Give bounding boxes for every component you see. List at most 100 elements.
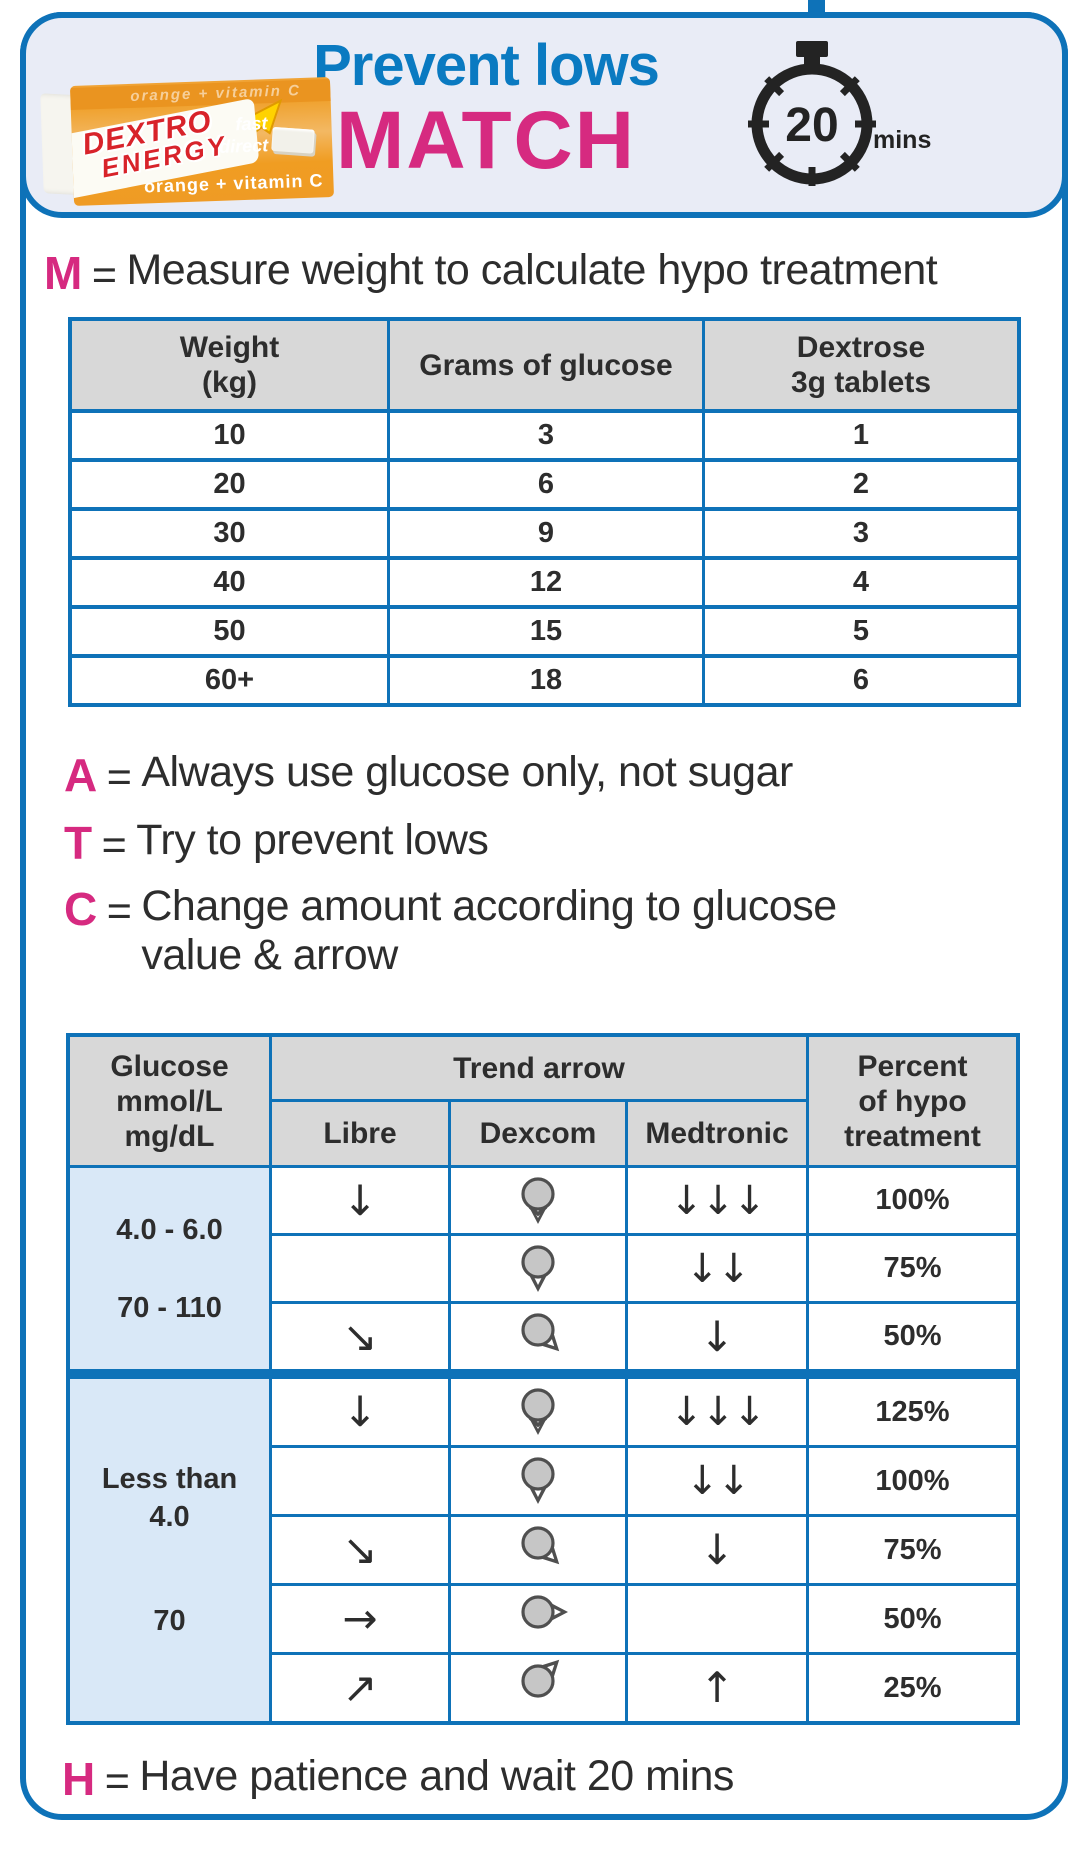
stopwatch-icon: 20 mins bbox=[748, 41, 931, 186]
mnemonic-c-text: Change amount according to glucose value … bbox=[141, 882, 837, 980]
medtronic-arrow-cell: ↓ bbox=[628, 1517, 806, 1583]
page-title: Prevent lows bbox=[313, 33, 660, 98]
glucose-range-group1: 4.0 - 6.0 70 - 110 bbox=[70, 1168, 269, 1369]
glucose-header-line3: mg/dL bbox=[124, 1119, 215, 1153]
table-cell-weight: 10 bbox=[72, 413, 387, 458]
dextrose-header-line2: 3g tablets bbox=[790, 366, 932, 399]
down-arrow: ↓ bbox=[699, 1525, 735, 1574]
percent-cell: 75% bbox=[809, 1517, 1016, 1583]
percent-cell: 50% bbox=[809, 1586, 1016, 1652]
glucose-header-line1: Glucose bbox=[110, 1049, 229, 1083]
down-arrow: ↓ bbox=[699, 1311, 735, 1361]
table-cell-grams: 6 bbox=[390, 462, 702, 507]
table-cell-grams: 3 bbox=[390, 413, 702, 458]
triple-down-arrow: ↓↓↓ bbox=[669, 1389, 767, 1435]
percent-cell: 75% bbox=[809, 1236, 1016, 1301]
percent-cell: 50% bbox=[809, 1304, 1016, 1369]
mnemonic-m-text: Measure weight to calculate hypo treatme… bbox=[126, 246, 938, 294]
glucose-range-mmol-line2: 4.0 bbox=[149, 1501, 190, 1533]
percent-cell: 100% bbox=[809, 1168, 1016, 1233]
percent-cell: 100% bbox=[809, 1448, 1016, 1514]
weight-table-header-weight: Weight (kg) bbox=[72, 321, 387, 409]
mnemonic-h-text: Have patience and wait 20 mins bbox=[139, 1752, 734, 1800]
dexcom-pin-down-icon bbox=[516, 1455, 560, 1507]
dexcom-arrow-cell bbox=[451, 1586, 625, 1652]
trend-arrow-table: Glucose mmol/L mg/dL Trend arrow Percent… bbox=[66, 1033, 1020, 1725]
dexcom-pin-down-fast-icon bbox=[516, 1386, 560, 1438]
libre-arrow-cell: ↗ bbox=[272, 1655, 448, 1721]
mnemonic-c-line: C = Change amount according to glucose valu… bbox=[64, 882, 837, 980]
header-panel: Prevent lows MATCH orange + vitamin C DE… bbox=[20, 12, 1068, 218]
grams-header: Grams of glucose bbox=[419, 348, 673, 382]
dextro-energy-product-image: orange + vitamin C DEXTRO ENERGY fast di… bbox=[40, 73, 335, 211]
dexcom-arrow-cell bbox=[451, 1236, 625, 1301]
dexcom-arrow-cell bbox=[451, 1304, 625, 1369]
table-cell-grams: 18 bbox=[390, 658, 702, 703]
mnemonic-t-letter: T bbox=[64, 817, 92, 869]
glucose-range-mmol-line1: Less than bbox=[101, 1463, 238, 1495]
glucose-range-mgdl: 70 bbox=[153, 1605, 186, 1637]
group-separator-bar bbox=[70, 1372, 1016, 1376]
table-cell-weight: 30 bbox=[72, 511, 387, 556]
trend-arrow-header-label: Trend arrow bbox=[453, 1051, 625, 1085]
dexcom-pin-down-icon bbox=[516, 1243, 560, 1295]
dexcom-pin-right-icon bbox=[519, 1590, 571, 1634]
weight-header-line2: (kg) bbox=[202, 366, 257, 399]
product-fast-text: fast bbox=[235, 113, 268, 135]
mnemonic-h-line: H = Have patience and wait 20 mins bbox=[62, 1752, 734, 1806]
table-cell-weight: 20 bbox=[72, 462, 387, 507]
weight-header-line1: Weight bbox=[179, 331, 280, 364]
medtronic-header: Medtronic bbox=[628, 1102, 806, 1165]
medtronic-arrow-cell: ↓↓↓ bbox=[628, 1379, 806, 1445]
mnemonic-t-line: T = Try to prevent lows bbox=[64, 816, 489, 870]
down-arrow: ↓ bbox=[342, 1175, 378, 1225]
table-cell-tablets: 1 bbox=[705, 413, 1017, 458]
libre-arrow-cell: ↘ bbox=[272, 1304, 448, 1369]
mnemonic-t-text: Try to prevent lows bbox=[136, 816, 489, 864]
glucose-range-group2: Less than 4.0 70 bbox=[70, 1379, 269, 1721]
dexcom-arrow-cell bbox=[451, 1379, 625, 1445]
mnemonic-h-letter: H bbox=[62, 1753, 95, 1805]
table-cell-grams: 9 bbox=[390, 511, 702, 556]
dexcom-pin-up-right-icon bbox=[509, 1642, 577, 1710]
medtronic-arrow-cell: ↓↓ bbox=[628, 1448, 806, 1514]
double-down-arrow: ↓↓ bbox=[685, 1245, 750, 1292]
right-arrow: → bbox=[342, 1594, 378, 1643]
table-cell-weight: 60+ bbox=[72, 658, 387, 703]
glucose-range-mgdl: 70 - 110 bbox=[117, 1291, 222, 1324]
equals-sign: = bbox=[106, 887, 132, 935]
dexcom-pin-down-right-icon bbox=[509, 1514, 577, 1582]
dexcom-header: Dexcom bbox=[451, 1102, 625, 1165]
medtronic-arrow-cell: ↓↓↓ bbox=[628, 1168, 806, 1233]
medtronic-arrow-cell: ↓ bbox=[628, 1304, 806, 1369]
down-right-arrow: ↘ bbox=[342, 1311, 378, 1361]
dexcom-pin-down-right-icon bbox=[509, 1301, 577, 1369]
libre-arrow-cell bbox=[272, 1236, 448, 1301]
product-box-body: orange + vitamin C DEXTRO ENERGY fast di… bbox=[69, 76, 335, 206]
libre-arrow-cell: ↓ bbox=[272, 1168, 448, 1233]
percent-header-line2: of hypo bbox=[858, 1084, 967, 1118]
dextrose-header-line1: Dextrose bbox=[796, 331, 926, 364]
libre-arrow-cell: → bbox=[272, 1586, 448, 1652]
weight-table: Weight (kg) Grams of glucose Dextrose 3g… bbox=[68, 317, 1021, 707]
equals-sign: = bbox=[91, 251, 117, 299]
table-cell-grams: 12 bbox=[390, 560, 702, 605]
equals-sign: = bbox=[104, 1757, 130, 1805]
percent-header-line1: Percent bbox=[857, 1049, 968, 1083]
percent-cell: 125% bbox=[809, 1379, 1016, 1445]
table-cell-tablets: 3 bbox=[705, 511, 1017, 556]
weight-table-header-dextrose: Dextrose 3g tablets bbox=[705, 321, 1017, 409]
equals-sign: = bbox=[106, 753, 132, 801]
up-right-arrow: ↗ bbox=[342, 1663, 378, 1712]
mnemonic-c-text-line1: Change amount according to glucose bbox=[141, 882, 837, 930]
dexcom-arrow-cell bbox=[451, 1517, 625, 1583]
mnemonic-c-text-line2: value & arrow bbox=[141, 931, 398, 979]
libre-arrow-cell: ↘ bbox=[272, 1517, 448, 1583]
glucose-column-header: Glucose mmol/L mg/dL bbox=[70, 1037, 269, 1165]
percent-cell: 25% bbox=[809, 1655, 1016, 1721]
product-tablet-graphic bbox=[271, 126, 315, 154]
trend-arrow-header: Trend arrow bbox=[272, 1037, 806, 1099]
medtronic-arrow-cell: ↓↓ bbox=[628, 1236, 806, 1301]
triple-down-arrow: ↓↓↓ bbox=[669, 1177, 767, 1224]
weight-table-header-grams: Grams of glucose bbox=[390, 321, 702, 409]
